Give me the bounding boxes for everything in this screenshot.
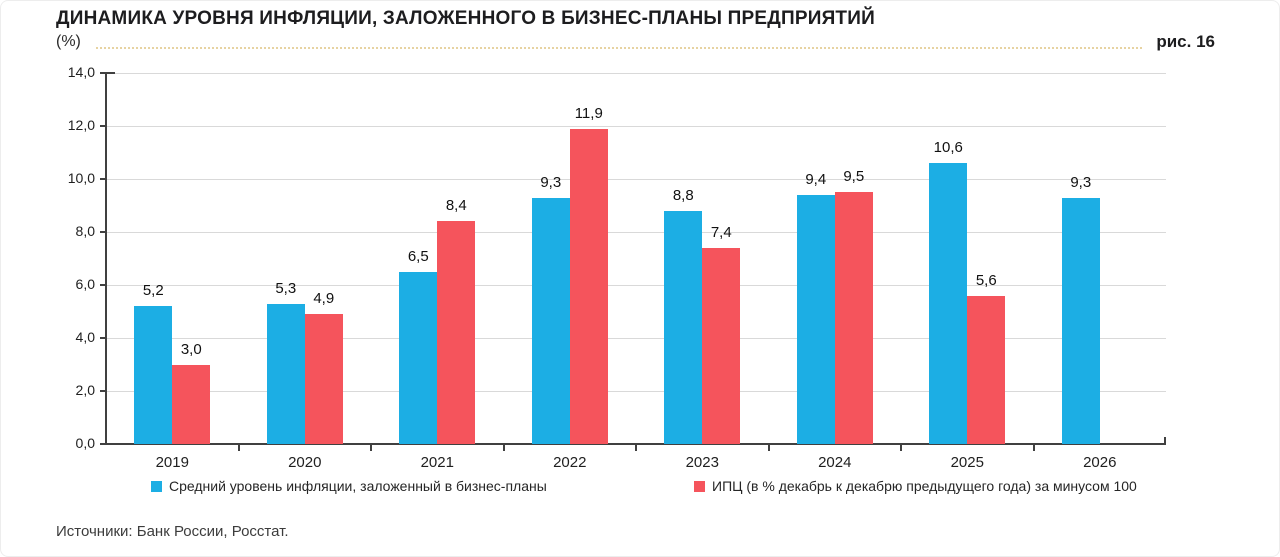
figure-number: рис. 16 [1156, 32, 1215, 51]
unit-label: (%) [56, 33, 81, 50]
y-axis-tick-label: 0,0 [75, 435, 95, 451]
legend-label-cpi: ИПЦ (в % декабрь к декабрю предыдущего г… [712, 478, 1137, 494]
bar-value-label: 5,6 [975, 271, 997, 289]
y-axis-tick [100, 125, 106, 127]
chart-legend: Средний уровень инфляции, заложенный в б… [1, 478, 1279, 500]
bar-value-label: 11,9 [574, 104, 603, 122]
x-axis-tick [635, 444, 637, 451]
x-axis-tick [900, 444, 902, 451]
y-axis-tick-label: 8,0 [75, 223, 95, 239]
bar-avg-inflation [134, 306, 173, 444]
y-axis-tick [100, 72, 106, 74]
bar-cpi [437, 221, 476, 444]
y-axis-tick [100, 390, 106, 392]
bar-avg-inflation [1061, 197, 1100, 444]
bar-cpi [172, 364, 211, 444]
dotted-rule [96, 47, 1142, 49]
x-axis-label: 2021 [420, 454, 454, 471]
legend-label-avg-inflation: Средний уровень инфляции, заложенный в б… [169, 478, 547, 494]
bar-value-label: 3,0 [180, 340, 202, 358]
page-title: ДИНАМИКА УРОВНЯ ИНФЛЯЦИИ, ЗАЛОЖЕННОГО В … [56, 8, 875, 29]
legend-item-avg-inflation: Средний уровень инфляции, заложенный в б… [151, 478, 547, 494]
x-axis-tick [370, 444, 372, 451]
gridline [106, 178, 1166, 180]
x-axis-label: 2022 [553, 454, 587, 471]
bar-value-label: 7,4 [710, 223, 732, 241]
y-axis-tick [100, 337, 106, 339]
bar-avg-inflation [929, 163, 968, 444]
y-axis-tick [100, 178, 106, 180]
x-axis-tick [767, 444, 770, 451]
x-axis-tick [1032, 444, 1035, 451]
y-axis-tick-label: 6,0 [75, 276, 95, 292]
source-note: Источники: Банк России, Росстат. [56, 523, 289, 540]
bar-value-label: 4,9 [313, 290, 335, 308]
x-axis-label: 2020 [288, 454, 322, 471]
legend-item-cpi: ИПЦ (в % декабрь к декабрю предыдущего г… [694, 478, 1137, 494]
x-axis-tick [502, 444, 505, 451]
y-axis-tick-label: 10,0 [67, 170, 95, 186]
x-axis-end-tick [1164, 437, 1166, 444]
gridline [106, 125, 1166, 127]
y-axis-tick [100, 443, 106, 445]
x-axis-label: 2019 [155, 454, 189, 471]
x-axis-label: 2025 [950, 454, 984, 471]
y-axis-tick [100, 284, 106, 286]
bar-value-label: 6,5 [407, 247, 429, 265]
bar-value-label: 9,3 [1070, 173, 1092, 191]
bar-cpi [569, 128, 608, 444]
bar-value-label: 9,5 [843, 168, 865, 186]
x-axis-label: 2024 [818, 454, 852, 471]
y-axis-tick-label: 12,0 [67, 117, 95, 133]
bar-value-label: 10,6 [933, 139, 963, 157]
y-axis [105, 73, 107, 444]
gridline [106, 231, 1166, 233]
y-axis-top-tick [106, 72, 115, 74]
legend-swatch-red [694, 481, 705, 492]
gridline [106, 337, 1166, 339]
bar-cpi [304, 314, 343, 444]
gridline [106, 72, 1166, 74]
y-axis-tick-label: 14,0 [67, 64, 95, 80]
bar-avg-inflation [796, 194, 835, 444]
bar-value-label: 5,3 [275, 279, 297, 297]
x-axis-tick [237, 444, 240, 451]
bar-value-label: 9,4 [805, 170, 827, 188]
bar-cpi [702, 247, 741, 444]
gridline [106, 390, 1166, 392]
x-axis-label: 2023 [685, 454, 719, 471]
bar-value-label: 8,8 [672, 186, 694, 204]
bar-cpi [967, 295, 1006, 444]
legend-swatch-blue [151, 481, 162, 492]
x-axis-label: 2026 [1083, 454, 1117, 471]
bar-value-label: 5,2 [142, 282, 164, 300]
bar-cpi [834, 192, 873, 444]
bar-value-label: 9,3 [540, 173, 562, 191]
gridline [106, 284, 1166, 286]
bar-avg-inflation [266, 303, 305, 444]
bar-avg-inflation [664, 210, 703, 444]
bar-avg-inflation [399, 271, 438, 444]
y-axis-tick-label: 2,0 [75, 382, 95, 398]
y-axis-tick [100, 231, 106, 233]
bar-avg-inflation [531, 197, 570, 444]
bar-value-label: 8,4 [445, 197, 467, 215]
y-axis-tick-label: 4,0 [75, 329, 95, 345]
